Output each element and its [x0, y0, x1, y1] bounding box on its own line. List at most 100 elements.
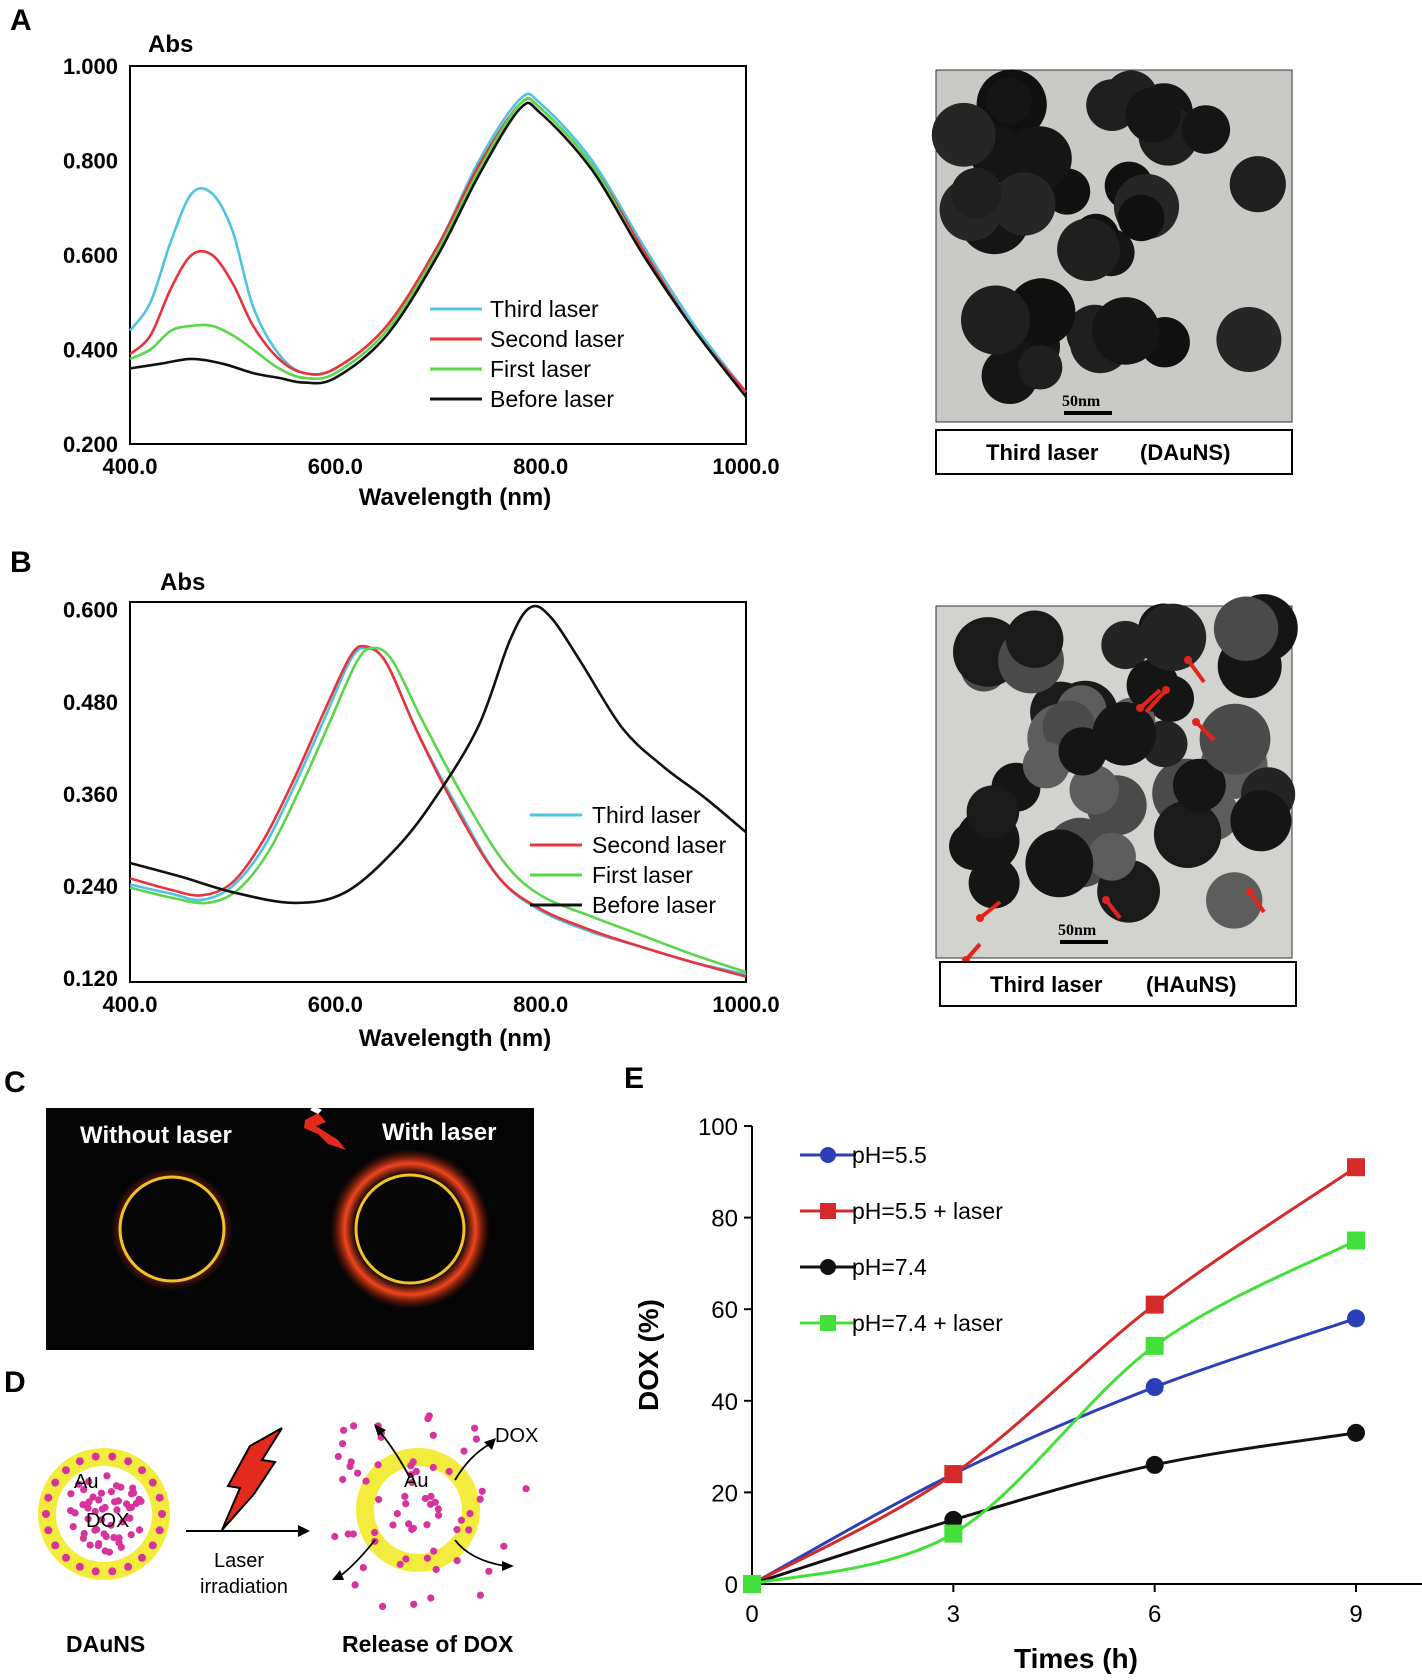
dox-molecule [339, 1475, 347, 1484]
chart-e-y-tick: 100 [698, 1114, 738, 1141]
chart-a-legend: Third laser Second laser First laser Bef… [430, 296, 625, 412]
nanoparticle [1213, 596, 1279, 661]
red-arrowhead [1246, 888, 1254, 896]
red-arrowhead [1184, 656, 1192, 664]
dish-no-laser-glow [111, 1168, 233, 1290]
chart-e-point [1145, 1455, 1164, 1474]
legend-label-a-first: First laser [490, 356, 591, 382]
chart-b-ylabel: Abs [160, 569, 205, 596]
dox-molecule [148, 1541, 157, 1550]
dox-molecule [412, 1467, 420, 1475]
dox-molecule [86, 1541, 94, 1549]
nanoparticle [951, 167, 1002, 219]
legend-label-b-second: Second laser [592, 832, 727, 858]
nanoparticle [1181, 105, 1231, 154]
chart-a-x-tick: 800.0 [513, 454, 568, 479]
chart-a-y-tick: 0.600 [63, 243, 118, 268]
dox-molecule [522, 1485, 530, 1493]
chart-b: 400.0 600.0 800.0 1000.0 0.600 0.480 0.360 0.24… [63, 598, 780, 1017]
legend-label-b-before: Before laser [592, 892, 716, 918]
dox-molecule [138, 1466, 146, 1475]
legend-label-e-ph55: pH=5.5 [852, 1142, 927, 1168]
chart-b-x-tick: 800.0 [513, 992, 568, 1017]
dox-molecule [110, 1534, 118, 1542]
nanoparticle [1069, 765, 1119, 815]
dox-molecule [91, 1507, 99, 1516]
dox-molecule [79, 1534, 87, 1542]
dox-molecule [100, 1530, 108, 1538]
dox-molecule [124, 1562, 133, 1571]
dox-molecule [91, 1452, 100, 1461]
red-arrowhead [1192, 718, 1200, 726]
legend-label-e-ph74: pH=7.4 [852, 1254, 927, 1280]
dox-molecule [432, 1565, 440, 1574]
dox-molecule [359, 1564, 367, 1572]
dox-molecule [340, 1426, 348, 1434]
chart-e-x-tick: 9 [1349, 1601, 1362, 1628]
dox-molecule [334, 1452, 342, 1461]
dox-molecule [114, 1497, 122, 1505]
dox-molecule [453, 1526, 461, 1534]
dox-molecule [51, 1541, 60, 1550]
nanoparticle [1022, 741, 1070, 789]
dox-molecule [421, 1494, 429, 1503]
dauns-caption: DAuNS [66, 1631, 145, 1657]
dox-molecule [331, 1532, 339, 1541]
laser-bolt-icon [304, 1106, 346, 1150]
chart-b-y-tick: 0.480 [63, 690, 118, 715]
dox-molecule [126, 1514, 134, 1522]
shell-interior-released [374, 1466, 462, 1554]
dox-molecule [389, 1521, 397, 1529]
dox-core-label: DOX [86, 1510, 129, 1532]
chart-a-series-0 [128, 92, 748, 393]
chart-e-point [944, 1465, 963, 1484]
nanoparticle [1057, 218, 1120, 281]
dox-molecule [431, 1498, 439, 1506]
dox-molecule [95, 1496, 103, 1504]
legend-label-a-before: Before laser [490, 386, 614, 412]
dox-molecule [97, 1489, 105, 1497]
chart-b-series-1 [129, 644, 747, 978]
panel-label-d: D [4, 1366, 26, 1399]
chart-a-xlabel: Wavelength (nm) [359, 484, 551, 511]
red-arrow-icon [978, 900, 1002, 920]
legend-label-b-third: Third laser [592, 802, 701, 828]
dox-molecule [75, 1457, 84, 1466]
dox-molecule [138, 1553, 146, 1562]
chart-b-y-tick: 0.240 [63, 874, 118, 899]
legend-marker-e-ph55 [820, 1147, 836, 1163]
dox-molecule [89, 1493, 97, 1501]
chart-b-series-3 [129, 604, 747, 905]
chart-b-plot-frame [129, 601, 747, 983]
dox-molecule [101, 1503, 109, 1512]
dish-no-laser [118, 1175, 226, 1283]
chart-e: 100 80 60 40 20 00 3 6 9 [698, 1114, 1422, 1628]
dox-molecule [67, 1507, 75, 1515]
released-particle [331, 1412, 530, 1610]
nanoparticle [1018, 345, 1063, 390]
dox-molecule [445, 1467, 453, 1476]
nanoparticle [1087, 832, 1136, 881]
dox-molecule [485, 1567, 493, 1575]
chart-a-series-2 [129, 96, 748, 398]
release-schematic: Au DOX Laser irradiation Au DOX DAuNS Re… [38, 1412, 538, 1657]
dauns-particle [38, 1448, 170, 1580]
chart-e-point [944, 1510, 963, 1529]
laser-bolt-icon-d [221, 1427, 283, 1531]
scale-label-b: 50nm [1058, 922, 1097, 939]
micrograph-b-particles [949, 594, 1298, 929]
chart-e-series-0 [751, 1316, 1357, 1586]
nanoparticle [1025, 829, 1094, 898]
dox-molecule [155, 1493, 164, 1502]
dox-molecule [119, 1518, 127, 1526]
legend-label-e-ph55-laser: pH=5.5 + laser [852, 1198, 1003, 1224]
chart-e-point [743, 1575, 761, 1593]
nanoparticle [986, 77, 1033, 124]
dox-molecule [51, 1478, 60, 1487]
dox-molecule [108, 1452, 117, 1461]
dox-molecule [351, 1581, 359, 1589]
dish-laser-glow [330, 1149, 490, 1309]
nanoparticle [1173, 758, 1226, 812]
chart-a-y-tick: 0.800 [63, 149, 118, 174]
